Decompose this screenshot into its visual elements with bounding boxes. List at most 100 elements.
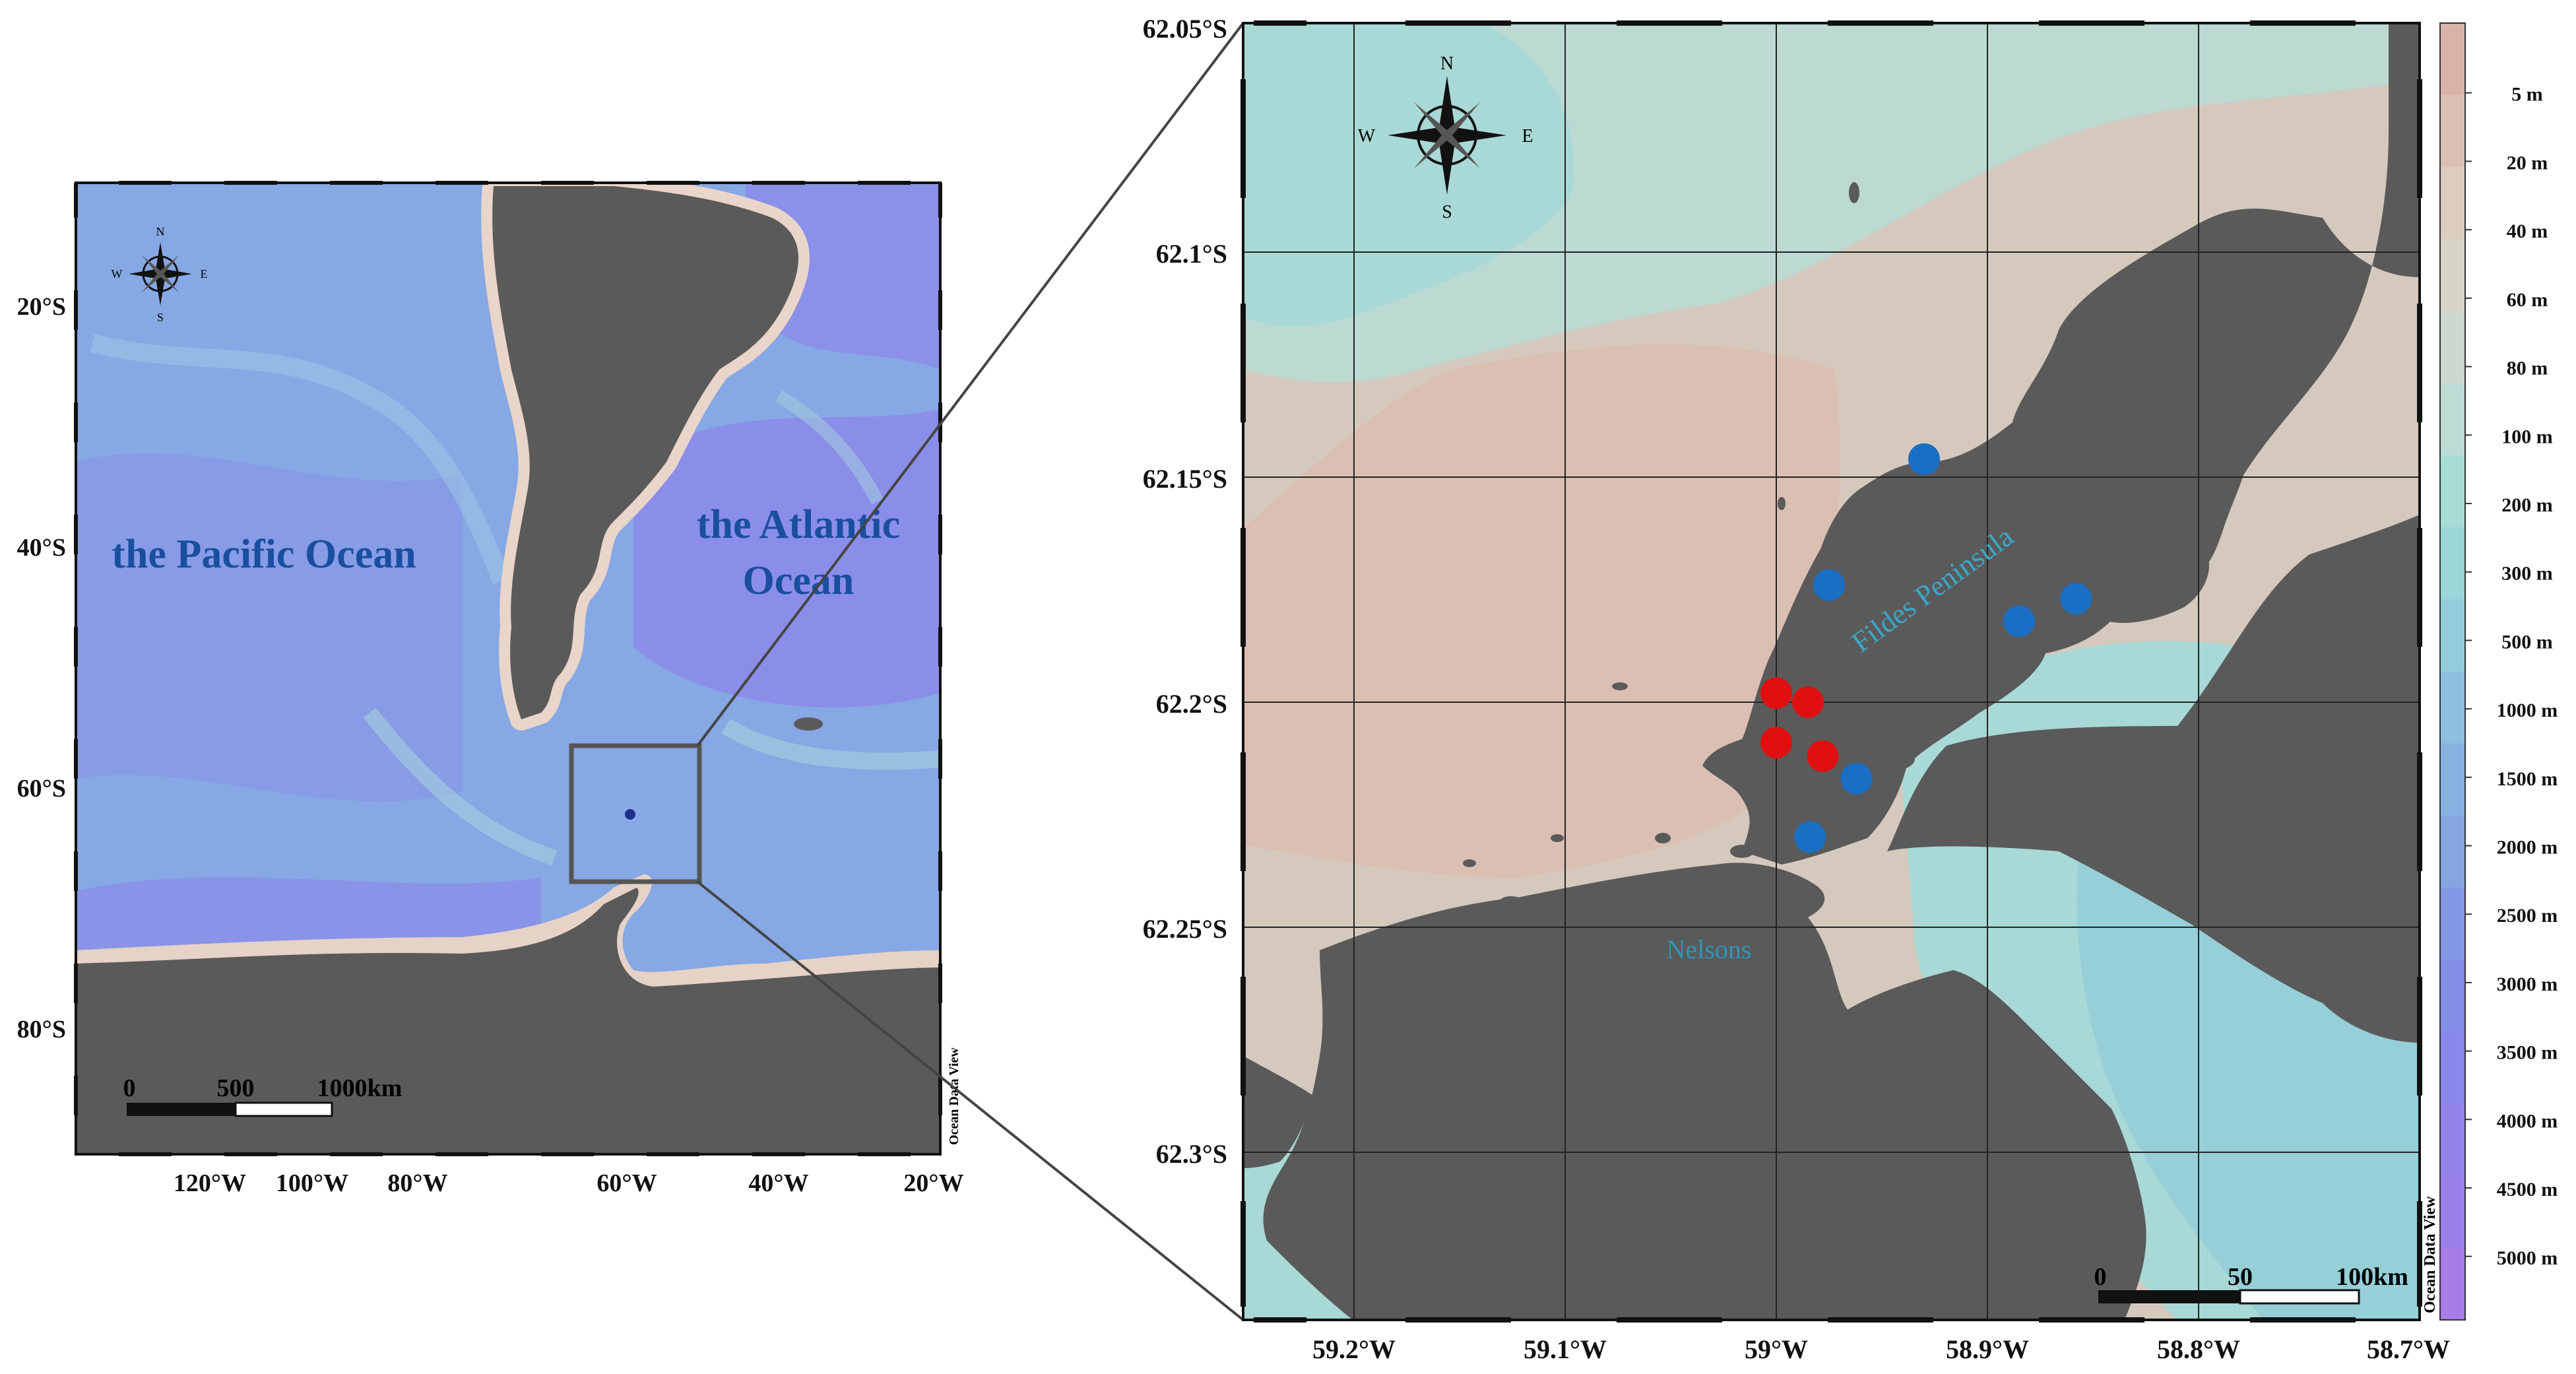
east-headland: [2131, 515, 2204, 614]
south-america-land: [492, 186, 798, 719]
right-scale-0: 0: [2094, 1263, 2107, 1291]
pacific-ocean-label: the Pacific Ocean: [112, 532, 416, 577]
left-scale-0: 0: [123, 1074, 136, 1102]
compass-s: S: [157, 311, 164, 324]
legend-swatch: [2440, 23, 2465, 96]
nelson-west-tip: [1243, 1056, 1313, 1168]
atlantic-ocean-label-line2: Ocean: [743, 558, 854, 603]
atlantic-rise: [775, 390, 884, 505]
islet-3: [1612, 682, 1628, 690]
falkland-islands: [794, 717, 823, 731]
pacific-ridge: [90, 334, 511, 584]
legend-swatch: [2440, 960, 2465, 1032]
lon-label-120w: 120°W: [174, 1169, 246, 1197]
islet-5: [1730, 845, 1754, 858]
lat-label-62-05s: 62.05°S: [1143, 14, 1227, 44]
legend-label: 60 m: [2507, 289, 2548, 311]
east-pacific-rise: [363, 707, 557, 866]
king-george-island-east: [2177, 23, 2420, 726]
left-scale-1000km: 1000km: [317, 1074, 402, 1102]
right-detail-map: 62.05°S 62.1°S 62.15°S 62.2°S 62.25°S 62…: [1143, 14, 2450, 1364]
compass-rose-icon: N S E W: [1358, 53, 1533, 222]
scotia-ridge: [721, 718, 940, 770]
legend-label: 4000 m: [2497, 1110, 2558, 1132]
legend-swatch: [2440, 1031, 2465, 1104]
station-marker-blue: [1813, 569, 1845, 601]
nearshore-shallow: [1243, 344, 1840, 878]
legend-label: 5 m: [2511, 84, 2543, 106]
legend-label: 2500 m: [2497, 905, 2558, 927]
lon-label-59-2w: 59.2°W: [1312, 1334, 1396, 1364]
islet-8: [1498, 896, 1524, 912]
right-odv-credit: Ocean Data View: [2422, 1196, 2439, 1313]
lon-label-58-8w: 58.8°W: [2157, 1334, 2240, 1364]
legend-swatch: [2440, 167, 2465, 240]
left-odv-credit: Ocean Data View: [947, 1047, 961, 1145]
lon-label-59w: 59°W: [1745, 1334, 1808, 1364]
legend-label: 100 m: [2501, 426, 2553, 447]
right-scale-50: 50: [2228, 1263, 2253, 1291]
nelsons-label: Nelsons: [1667, 934, 1752, 964]
legend-label: 300 m: [2501, 563, 2553, 585]
station-marker-blue: [1908, 443, 1940, 475]
lat-label-80s: 80°S: [17, 1016, 66, 1043]
legend-label: 1500 m: [2497, 768, 2558, 790]
right-scale-bar: 0 50 100km: [2094, 1263, 2408, 1305]
legend-label: 1000 m: [2497, 700, 2558, 721]
legend-label: 200 m: [2501, 494, 2553, 516]
left-scale-500: 500: [217, 1074, 255, 1102]
legend-colorbar: [2440, 23, 2465, 1321]
station-marker-blue: [2060, 583, 2092, 615]
lon-label-40w: 40°W: [748, 1169, 808, 1197]
legend-label: 80 m: [2507, 358, 2548, 379]
legend-swatch: [2440, 1247, 2465, 1321]
station-marker-red: [1760, 677, 1792, 709]
legend-label: 5000 m: [2497, 1247, 2558, 1269]
legend-label: 4500 m: [2497, 1179, 2558, 1200]
islet-4: [1855, 746, 1915, 772]
right-map-grid: [1243, 23, 2420, 1320]
left-scale-bar: 0 500 1000km: [123, 1074, 402, 1117]
legend-label: 3500 m: [2497, 1042, 2558, 1064]
islet-2: [1778, 497, 1786, 510]
legend-frame: [2439, 22, 2466, 1321]
station-marker-red: [1792, 686, 1824, 718]
compass-n: N: [1440, 53, 1454, 74]
northwest-deep: [1243, 23, 1574, 327]
islet-6: [1655, 833, 1671, 843]
station-marker-red: [1807, 740, 1839, 772]
compass-e: E: [1522, 126, 1533, 147]
compass-e: E: [201, 267, 208, 280]
lon-label-80w: 80°W: [387, 1169, 447, 1197]
legend-label: 2000 m: [2497, 837, 2558, 859]
southern-deep-basin: [76, 877, 541, 950]
legend-swatch: [2440, 239, 2465, 312]
station-marker-blue: [1840, 762, 1873, 795]
islet-7: [1551, 834, 1564, 842]
right-scale-100km: 100km: [2336, 1263, 2408, 1291]
station-marker-blue: [1794, 821, 1826, 853]
islet-9: [1463, 859, 1476, 867]
legend-swatch: [2440, 383, 2465, 456]
atlantic-ocean-label-line1: the Atlantic: [697, 502, 900, 547]
legend-swatch: [2440, 743, 2465, 816]
lat-label-60s: 60°S: [17, 775, 66, 802]
compass-rose-icon: N S E W: [112, 225, 208, 324]
legend-label: 40 m: [2507, 220, 2548, 242]
nelson-island-land: [1263, 863, 2146, 1320]
station-marker-red: [1760, 727, 1792, 759]
depth-legend: 5 m 20 m 40 m 60 m 80 m 100 m 200 m 300 m 500 m 1…: [2439, 22, 2558, 1321]
inset-box: [569, 743, 702, 884]
right-map-border-ticks: [1240, 20, 2422, 1323]
stations-layer: [1760, 443, 2092, 853]
compass-n: N: [156, 225, 165, 238]
lon-label-59-1w: 59.1°W: [1524, 1334, 1607, 1364]
left-map-frame: [75, 181, 942, 1156]
lat-label-62-15s: 62.15°S: [1143, 464, 1227, 494]
lon-label-20w: 20°W: [903, 1169, 963, 1197]
legend-label: 500 m: [2501, 631, 2553, 653]
legend-label: 3000 m: [2497, 973, 2558, 995]
lat-label-62-3s: 62.3°S: [1156, 1139, 1227, 1169]
left-map-border-ticks: [74, 181, 942, 1156]
